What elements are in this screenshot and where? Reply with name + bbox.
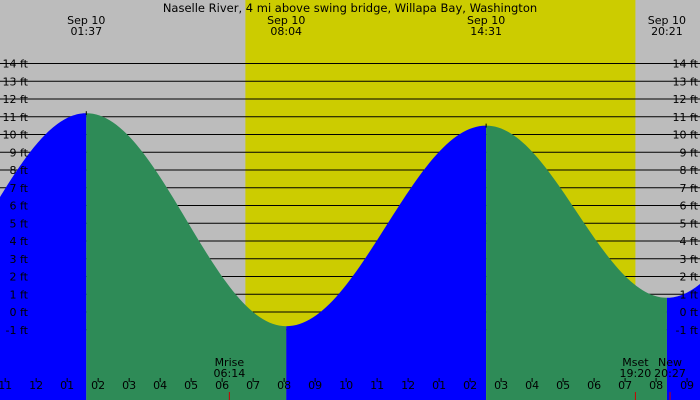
y-tick-label-right: 11 ft [673, 111, 699, 124]
x-tick-label: 09 [308, 379, 322, 392]
x-tick-label: 06 [215, 379, 229, 392]
y-tick-label-right: -1 ft [676, 324, 699, 337]
event-time-label: 19:20 [620, 367, 652, 380]
rising-tide-area [0, 113, 87, 400]
x-tick-label: 03 [494, 379, 508, 392]
x-tick-label: 03 [122, 379, 136, 392]
x-tick-label: 07 [246, 379, 260, 392]
y-tick-label: 1 ft [10, 288, 29, 301]
x-tick-label: 02 [463, 379, 477, 392]
x-tick-label: 12 [401, 379, 415, 392]
x-tick-label: 06 [587, 379, 601, 392]
x-tick-label: 02 [91, 379, 105, 392]
y-tick-label-right: 3 ft [680, 253, 699, 266]
y-tick-label: 0 ft [10, 306, 29, 319]
y-tick-label-right: 0 ft [680, 306, 699, 319]
chart-title: Naselle River, 4 mi above swing bridge, … [163, 1, 537, 15]
y-tick-label: 3 ft [10, 253, 29, 266]
x-tick-label: 09 [680, 379, 694, 392]
rising-tide-area [666, 283, 700, 400]
x-tick-label: 11 [370, 379, 384, 392]
x-tick-label: 08 [277, 379, 291, 392]
y-tick-label: 12 ft [3, 93, 29, 106]
extreme-time-label: 01:37 [70, 25, 102, 38]
x-tick-label: 01 [60, 379, 74, 392]
extreme-date-label: Sep 10 [467, 14, 505, 27]
y-tick-label: 4 ft [10, 235, 29, 248]
y-tick-label-right: 6 ft [680, 200, 699, 213]
falling-tide-area [486, 125, 667, 400]
x-tick-label: 07 [618, 379, 632, 392]
y-tick-label: 10 ft [3, 129, 29, 142]
y-tick-label: -1 ft [6, 324, 29, 337]
y-tick-label-right: 13 ft [673, 75, 699, 88]
falling-tide-area [86, 113, 287, 400]
extreme-time-label: 14:31 [470, 25, 502, 38]
extreme-date-label: Sep 10 [648, 14, 686, 27]
y-tick-label-right: 7 ft [680, 182, 699, 195]
x-tick-label: 10 [339, 379, 353, 392]
event-time-label: 20:27 [654, 367, 686, 380]
event-label: Mset [622, 356, 649, 369]
extreme-date-label: Sep 10 [267, 14, 305, 27]
y-tick-label-right: 9 ft [680, 146, 699, 159]
x-tick-label: 04 [525, 379, 539, 392]
y-tick-label-right: 8 ft [680, 164, 699, 177]
x-tick-label: 05 [556, 379, 570, 392]
y-tick-label: 8 ft [10, 164, 29, 177]
y-tick-label: 7 ft [10, 182, 29, 195]
x-tick-label: 04 [153, 379, 167, 392]
y-tick-label: 9 ft [10, 146, 29, 159]
event-label: Mrise [215, 356, 245, 369]
y-tick-label-right: 4 ft [680, 235, 699, 248]
y-tick-label: 5 ft [10, 217, 29, 230]
event-label: New [658, 356, 682, 369]
y-tick-label: 11 ft [3, 111, 29, 124]
x-tick-label: 08 [649, 379, 663, 392]
x-tick-label: 11 [0, 379, 12, 392]
y-tick-label-right: 10 ft [673, 129, 699, 142]
x-tick-label: 01 [432, 379, 446, 392]
x-tick-label: 12 [29, 379, 43, 392]
y-tick-label-right: 14 ft [673, 58, 699, 71]
y-tick-label: 6 ft [10, 200, 29, 213]
y-tick-label-right: 2 ft [680, 271, 699, 284]
y-tick-label-right: 5 ft [680, 217, 699, 230]
y-tick-label: 2 ft [10, 271, 29, 284]
extreme-time-label: 20:21 [651, 25, 683, 38]
x-tick-label: 05 [184, 379, 198, 392]
extreme-date-label: Sep 10 [67, 14, 105, 27]
y-tick-label: 14 ft [3, 58, 29, 71]
y-tick-label-right: 1 ft [680, 288, 699, 301]
extreme-time-label: 08:04 [270, 25, 302, 38]
event-time-label: 06:14 [214, 367, 246, 380]
y-tick-label-right: 12 ft [673, 93, 699, 106]
rising-tide-area [286, 125, 487, 400]
y-tick-label: 13 ft [3, 75, 29, 88]
